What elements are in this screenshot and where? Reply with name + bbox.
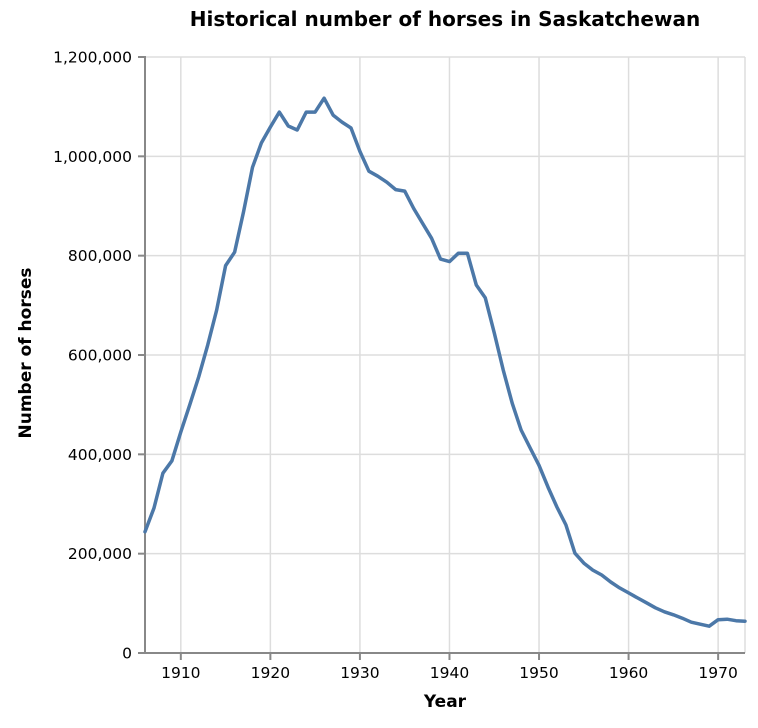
x-tick-label: 1920: [251, 664, 290, 682]
x-tick-label: 1970: [698, 664, 737, 682]
y-tick-label: 1,200,000: [53, 49, 132, 67]
y-tick-label: 0: [122, 645, 132, 663]
x-tick-label: 1930: [340, 664, 379, 682]
x-tick-label: 1950: [519, 664, 558, 682]
y-tick-label: 800,000: [68, 247, 132, 265]
x-tick-label: 1960: [609, 664, 648, 682]
y-tick-label: 400,000: [68, 446, 132, 464]
y-tick-label: 200,000: [68, 545, 132, 563]
x-axis-title: Year: [423, 692, 467, 712]
x-tick-label: 1910: [161, 664, 200, 682]
x-tick-label: 1940: [430, 664, 469, 682]
chart-title: Historical number of horses in Saskatche…: [189, 7, 701, 31]
y-tick-label: 600,000: [68, 347, 132, 365]
data-line: [143, 96, 747, 628]
y-tick-label: 1,000,000: [53, 148, 132, 166]
